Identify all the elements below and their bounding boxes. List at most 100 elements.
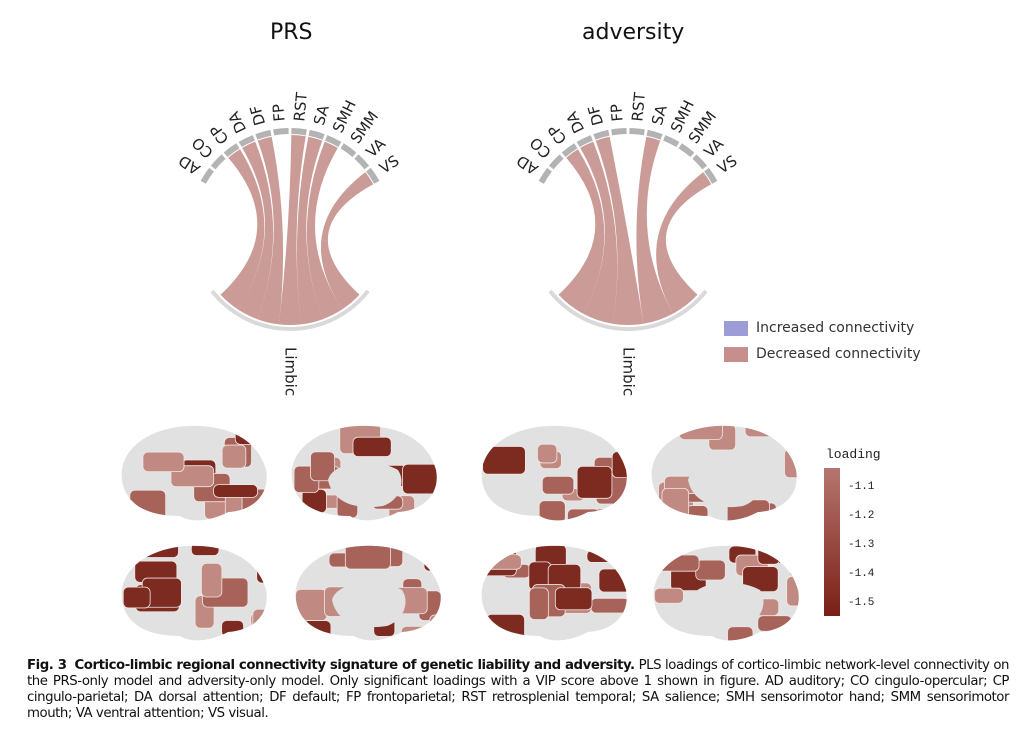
network-segment-fp <box>611 128 627 136</box>
cortical-region <box>141 577 182 608</box>
cortical-region <box>531 584 566 618</box>
cortical-region <box>567 508 601 521</box>
cortical-region <box>541 475 575 495</box>
cortical-region <box>502 563 531 579</box>
cortical-region <box>429 614 441 634</box>
cortical-region <box>181 459 217 479</box>
cortical-region <box>352 436 392 457</box>
cortical-region <box>305 494 345 509</box>
chord-da-limbic <box>580 141 618 324</box>
cortical-region <box>208 500 236 517</box>
cortical-region <box>129 489 167 521</box>
chord-df-limbic <box>257 136 284 325</box>
panel-title-prs: PRS <box>270 20 313 45</box>
cortical-region <box>202 577 249 608</box>
chord-vs-limbic <box>320 172 374 310</box>
cortical-region <box>658 481 694 516</box>
cortical-region <box>194 595 215 629</box>
cortical-region <box>788 545 799 577</box>
medial-wall <box>328 462 402 508</box>
cortex-surface <box>291 425 437 521</box>
cortical-region <box>301 620 332 641</box>
cortical-region <box>728 545 757 564</box>
brain-adversity-medial-right <box>653 545 799 641</box>
cortical-region <box>373 602 396 637</box>
cortical-region <box>678 425 723 440</box>
cortical-region <box>586 549 625 563</box>
cortical-region <box>685 505 709 521</box>
cortical-region <box>554 587 593 611</box>
cortical-region <box>784 448 797 479</box>
caption-body: PLS loadings of cortico-limbic network-l… <box>27 658 1010 721</box>
network-label: DF <box>246 103 269 127</box>
cortical-region <box>699 466 746 483</box>
network-segment-sa <box>646 129 663 140</box>
cortical-region <box>400 625 438 641</box>
colorbar-tick: -1.3 <box>848 539 875 551</box>
network-segment-sa <box>308 129 325 140</box>
cortex-surface <box>481 425 627 521</box>
legend-swatch-decreased <box>724 346 748 362</box>
chord-smh-limbic <box>306 141 343 320</box>
cortical-region <box>324 586 369 617</box>
cortical-region <box>735 554 769 577</box>
cortical-region <box>482 446 526 475</box>
brain-adversity-lateral-right <box>481 545 627 641</box>
cortical-region <box>295 588 328 622</box>
cortical-region <box>224 490 261 519</box>
cortical-region <box>708 425 737 451</box>
cortical-region <box>683 476 721 503</box>
network-segment-co <box>548 154 564 170</box>
network-label: SA <box>648 102 671 127</box>
network-segment-rst <box>629 128 645 136</box>
cortical-region <box>576 466 613 499</box>
cortical-region <box>593 456 620 472</box>
cortical-region <box>538 500 566 521</box>
cortical-region <box>595 473 627 505</box>
cortical-region <box>134 489 154 510</box>
cortical-region <box>389 587 428 615</box>
network-label: RST <box>628 91 649 122</box>
network-segment-fp <box>273 128 289 136</box>
network-segment-ad <box>538 167 552 184</box>
chord-df-limbic <box>595 136 644 326</box>
chord-cp-limbic <box>220 149 265 310</box>
brain-prs-lateral-right <box>121 545 267 641</box>
network-segment-va <box>692 154 708 170</box>
medial-wall <box>332 582 406 628</box>
colorbar-tick: -1.2 <box>848 510 875 522</box>
cortical-region <box>383 465 416 487</box>
cortical-region <box>744 425 783 438</box>
network-label: DF <box>584 103 607 127</box>
network-segment-ad <box>200 167 214 184</box>
limbic-segment <box>548 289 708 331</box>
cortical-region <box>142 451 185 473</box>
cortical-region <box>611 451 627 479</box>
cortex-surface <box>295 545 441 641</box>
medial-wall <box>688 462 762 508</box>
network-segment-co <box>210 154 226 170</box>
cortical-region <box>653 554 700 572</box>
brain-adversity-medial-left <box>651 425 797 521</box>
cortical-region <box>757 615 793 632</box>
cortical-region <box>256 551 267 584</box>
cortical-region <box>402 463 437 495</box>
cortical-region <box>309 466 341 490</box>
network-segment-df <box>255 129 272 140</box>
cortical-region <box>122 586 151 609</box>
cortical-region <box>661 487 690 517</box>
cortical-region <box>598 568 627 593</box>
cortical-region <box>481 554 522 570</box>
cortical-region <box>670 559 707 592</box>
cortical-region <box>298 467 330 482</box>
cortical-region <box>590 597 627 614</box>
limbic-segment <box>210 289 370 331</box>
cortical-region <box>344 545 391 570</box>
network-segment-vs <box>366 167 380 184</box>
chord-sa-limbic <box>296 136 323 325</box>
cortical-region <box>615 441 627 458</box>
chord-cp-limbic <box>558 149 605 314</box>
cortical-region <box>213 484 258 498</box>
